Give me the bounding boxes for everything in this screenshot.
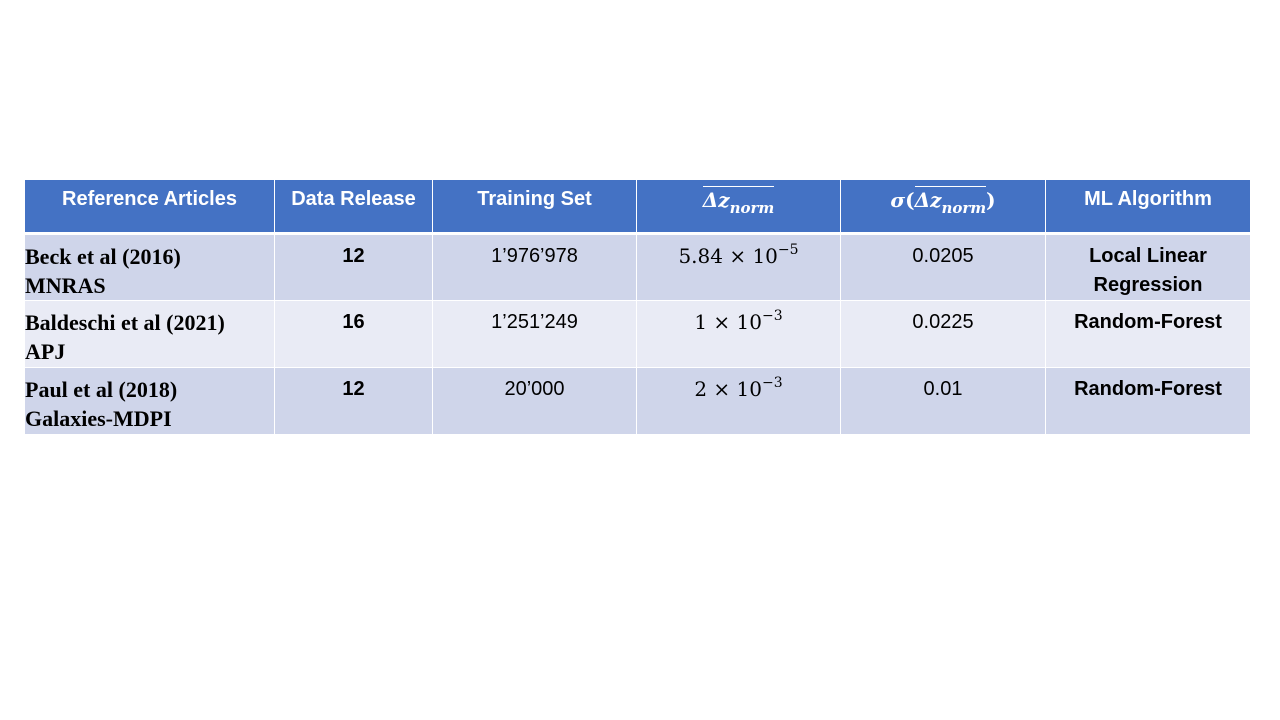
reference-title: Paul et al (2018) [25, 377, 178, 402]
header-dz-symbol: Δz [702, 188, 730, 212]
mean-dz-overline: Δznorm [702, 186, 775, 216]
algorithm-line2: Regression [1093, 274, 1203, 296]
cell-data-release: 16 [274, 300, 433, 368]
cell-data-release: 12 [274, 233, 433, 301]
cell-reference: Baldeschi et al (2021) APJ [24, 300, 275, 368]
reference-journal: MNRAS [25, 273, 106, 298]
cell-sigma: 0.01 [840, 367, 1046, 435]
cell-data-release: 12 [274, 367, 433, 435]
algorithm-line1: Random-Forest [1074, 311, 1222, 333]
header-sigma-symbol: σ [890, 188, 906, 212]
cell-sigma: 0.0225 [840, 300, 1046, 368]
algorithm-line1: Local Linear [1089, 245, 1207, 267]
algorithm-line1: Random-Forest [1074, 378, 1222, 400]
table-row: Baldeschi et al (2021) APJ 16 1’251’249 … [24, 300, 1251, 368]
cell-reference: Paul et al (2018) Galaxies-MDPI [24, 367, 275, 435]
reference-title: Baldeschi et al (2021) [25, 310, 225, 335]
reference-title: Beck et al (2016) [25, 244, 181, 269]
reference-journal: Galaxies-MDPI [25, 406, 172, 431]
header-sigma-open: ( [905, 188, 915, 212]
header-sigma-close: ) [986, 188, 996, 212]
mean-base: 5.84 × 10 [678, 244, 778, 268]
cell-training-set: 20’000 [432, 367, 637, 435]
header-ml-algorithm: ML Algorithm [1045, 179, 1251, 235]
header-reference-articles: Reference Articles [24, 179, 275, 235]
mean-exponent: −3 [762, 308, 783, 324]
cell-mean-dz: 2 × 10−3 [636, 367, 841, 435]
table-row: Beck et al (2016) MNRAS 12 1’976’978 5.8… [24, 233, 1251, 301]
table-header-row: Reference Articles Data Release Training… [24, 179, 1251, 235]
cell-mean-dz: 1 × 10−3 [636, 300, 841, 368]
reference-journal: APJ [25, 339, 66, 364]
header-dz-subscript: norm [729, 199, 775, 217]
cell-ml-algorithm: Random-Forest [1045, 300, 1251, 368]
cell-sigma: 0.0205 [840, 233, 1046, 301]
table-row: Paul et al (2018) Galaxies-MDPI 12 20’00… [24, 367, 1251, 435]
cell-reference: Beck et al (2016) MNRAS [24, 233, 275, 301]
header-sigma-subscript: norm [941, 199, 987, 217]
cell-ml-algorithm: Local Linear Regression [1045, 233, 1251, 301]
sigma-dz-overline: Δznorm [914, 186, 987, 216]
header-mean-dz-norm: Δznorm [636, 179, 841, 235]
cell-training-set: 1’251’249 [432, 300, 637, 368]
mean-base: 1 × 10 [694, 310, 762, 334]
mean-exponent: −3 [762, 375, 783, 391]
mean-exponent: −5 [777, 242, 799, 258]
mean-base: 2 × 10 [694, 377, 762, 401]
header-sigma-dz: Δz [914, 188, 942, 212]
results-table: Reference Articles Data Release Training… [24, 179, 1251, 435]
cell-mean-dz: 5.84 × 10−5 [636, 233, 841, 301]
header-data-release: Data Release [274, 179, 433, 235]
header-sigma-dz-norm: σ(Δznorm) [840, 179, 1046, 235]
header-training-set: Training Set [432, 179, 637, 235]
cell-training-set: 1’976’978 [432, 233, 637, 301]
cell-ml-algorithm: Random-Forest [1045, 367, 1251, 435]
